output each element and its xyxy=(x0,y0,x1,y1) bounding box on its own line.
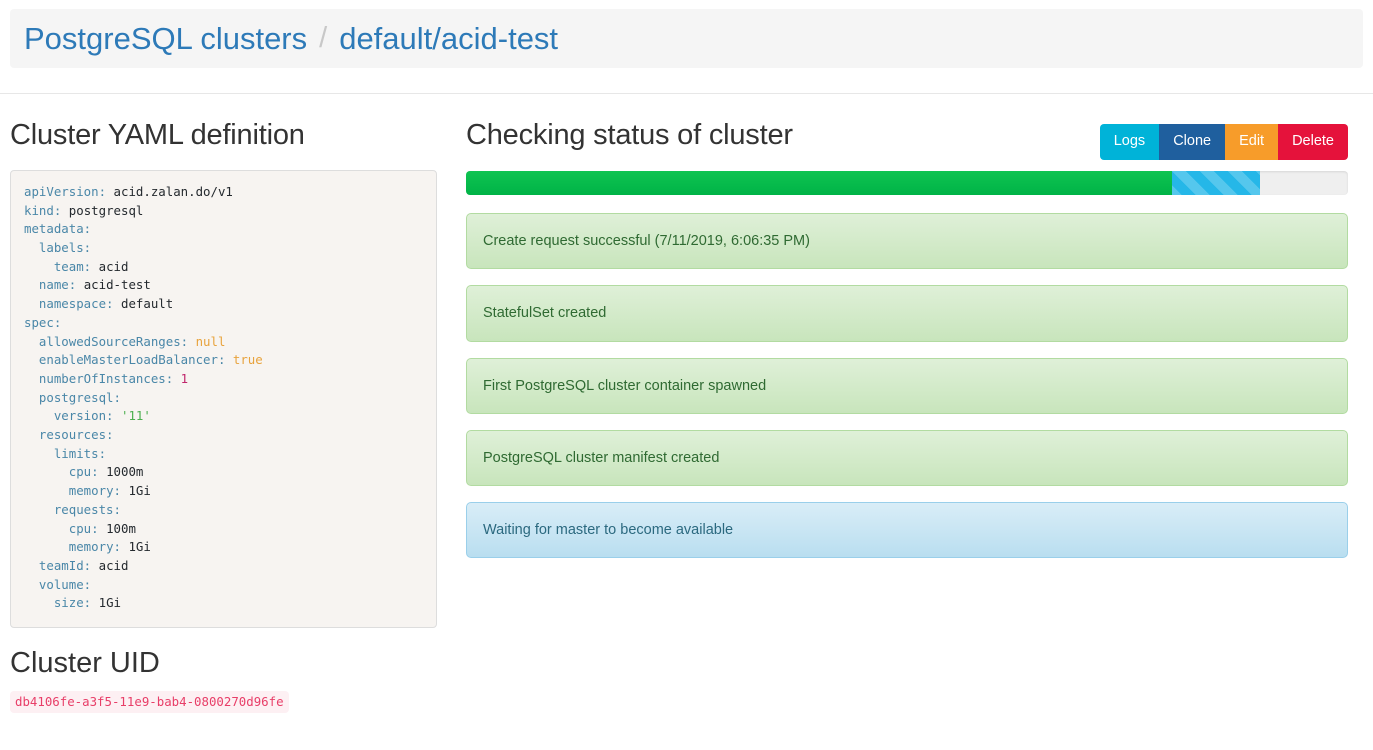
yaml-value-limits-cpu: 1000m xyxy=(106,464,144,480)
right-column: Checking status of cluster Logs Clone Ed… xyxy=(466,119,1348,559)
yaml-key-limits-cpu: cpu: xyxy=(68,464,99,480)
header-divider xyxy=(0,93,1373,94)
status-alert-success: PostgreSQL cluster manifest created xyxy=(466,429,1348,487)
yaml-key-labels: labels: xyxy=(38,240,92,255)
yaml-key-name: name: xyxy=(38,277,77,293)
logs-button[interactable]: Logs xyxy=(1099,124,1160,160)
yaml-value-kind: postgresql xyxy=(68,202,144,218)
breadcrumb: PostgreSQL clusters / default/acid-test xyxy=(10,9,1363,68)
status-alert-success: Create request successful (7/11/2019, 6:… xyxy=(466,213,1348,270)
yaml-value-enablemasterloadbalancer: true xyxy=(232,352,263,368)
yaml-value-namespace: default xyxy=(121,296,174,312)
breadcrumb-current-link[interactable]: default/acid-test xyxy=(339,21,559,56)
yaml-key-requests-memory: memory: xyxy=(68,539,121,555)
yaml-section-title: Cluster YAML definition xyxy=(10,119,305,151)
yaml-key-teamid: teamId: xyxy=(38,557,92,573)
yaml-value-teamid: acid xyxy=(98,557,129,573)
cluster-action-button-group: Logs Clone Edit Delete xyxy=(1099,124,1348,160)
yaml-key-postgresql: postgresql: xyxy=(38,389,121,405)
status-alert-success: First PostgreSQL cluster container spawn… xyxy=(466,357,1348,414)
progress-segment-complete xyxy=(466,171,1172,195)
yaml-value-limits-memory: 1Gi xyxy=(128,483,151,499)
yaml-key-spec: spec: xyxy=(24,314,62,330)
yaml-value-size: 1Gi xyxy=(98,595,122,611)
status-alert-message: First PostgreSQL cluster container spawn… xyxy=(483,377,767,394)
yaml-key-requests: requests: xyxy=(53,501,121,517)
cluster-uid-value: db4106fe-a3f5-11e9-bab4-0800270d96fe xyxy=(10,690,289,713)
yaml-key-metadata: metadata: xyxy=(24,221,92,237)
cluster-status-progress-bar xyxy=(466,171,1348,195)
status-alert-message: Waiting for master to become available xyxy=(483,522,734,539)
yaml-key-requests-cpu: cpu: xyxy=(68,520,99,536)
yaml-value-allowedsourceranges: null xyxy=(195,333,226,349)
yaml-key-namespace: namespace: xyxy=(38,296,114,312)
yaml-key-team: team: xyxy=(53,258,92,274)
breadcrumb-root-link[interactable]: PostgreSQL clusters xyxy=(24,21,308,56)
status-alert-message: Create request successful (7/11/2019, 6:… xyxy=(483,233,810,249)
yaml-key-limits: limits: xyxy=(53,445,107,461)
yaml-key-resources: resources: xyxy=(38,427,114,443)
cluster-uid-title: Cluster UID xyxy=(10,647,160,680)
yaml-value-requests-memory: 1Gi xyxy=(128,539,151,555)
yaml-key-limits-memory: memory: xyxy=(68,483,121,499)
breadcrumb-separator: / xyxy=(319,22,328,54)
status-alert-success: StatefulSet created xyxy=(466,285,1348,342)
yaml-key-version: version: xyxy=(53,408,114,424)
yaml-key-allowedsourceranges: allowedSourceRanges: xyxy=(38,333,189,349)
clone-button[interactable]: Clone xyxy=(1159,124,1226,160)
progress-segment-active xyxy=(1171,171,1260,195)
status-section-title: Checking status of cluster xyxy=(466,119,793,151)
yaml-key-apiversion: apiVersion: xyxy=(24,183,107,199)
yaml-value-requests-cpu: 100m xyxy=(106,520,136,536)
yaml-key-enablemasterloadbalancer: enableMasterLoadBalancer: xyxy=(38,352,226,368)
yaml-value-apiversion: acid.zalan.do/v1 xyxy=(113,183,233,199)
delete-button[interactable]: Delete xyxy=(1278,124,1348,160)
status-alert-message: PostgreSQL cluster manifest created xyxy=(483,449,720,466)
yaml-value-team: acid xyxy=(98,258,129,274)
status-alert-list: Create request successful (7/11/2019, 6:… xyxy=(466,213,1348,559)
status-alert-message: StatefulSet created xyxy=(483,305,607,322)
yaml-key-size: size: xyxy=(53,595,92,611)
yaml-key-numberofinstances: numberOfInstances: xyxy=(38,370,174,386)
cluster-yaml-panel: apiVersion: acid.zalan.do/v1 kind: postg… xyxy=(10,169,437,629)
yaml-value-name: acid-test xyxy=(83,277,151,293)
yaml-key-kind: kind: xyxy=(24,202,62,218)
yaml-value-numberofinstances: 1 xyxy=(180,370,189,386)
edit-button[interactable]: Edit xyxy=(1225,124,1279,160)
status-alert-info: Waiting for master to become available xyxy=(466,502,1348,559)
status-header: Checking status of cluster Logs Clone Ed… xyxy=(466,119,1348,165)
yaml-key-volume: volume: xyxy=(38,576,92,592)
left-column: Cluster YAML definition apiVersion: acid… xyxy=(10,119,440,713)
yaml-value-version: '11' xyxy=(121,408,151,424)
